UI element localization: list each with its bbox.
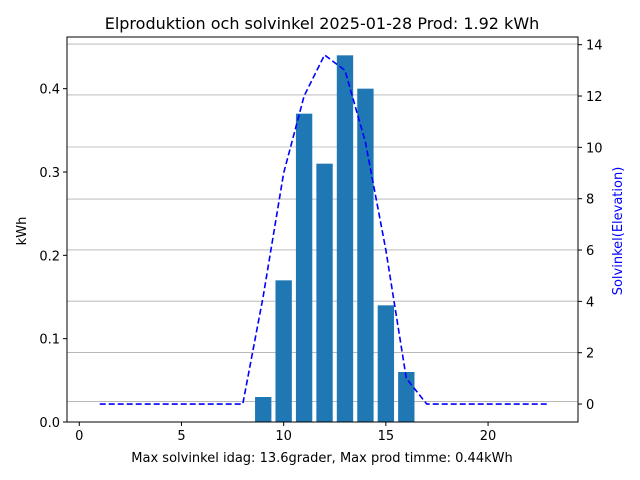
bar bbox=[336, 55, 354, 422]
y2-tick-label: 4 bbox=[586, 295, 594, 310]
bar bbox=[255, 397, 272, 422]
elevation-line bbox=[99, 53, 550, 405]
x-tick-label: 0 bbox=[75, 429, 83, 444]
y2-tick-label: 0 bbox=[586, 398, 594, 413]
y-tick-label: 0.4 bbox=[39, 83, 60, 98]
x-tick-label: 5 bbox=[177, 429, 185, 444]
chart-title: Elproduktion och solvinkel 2025-01-28 Pr… bbox=[105, 14, 540, 33]
bar bbox=[377, 305, 395, 422]
y-tick-label: 0.1 bbox=[39, 333, 60, 348]
x-axis-title: Max solvinkel idag: 13.6grader, Max prod… bbox=[131, 451, 512, 466]
y-axis: 0.0 0.1 0.2 0.3 0.4 bbox=[39, 83, 67, 431]
y2-tick-label: 8 bbox=[586, 193, 594, 208]
y-tick-label: 0.2 bbox=[39, 249, 60, 264]
y2-tick-label: 10 bbox=[586, 141, 603, 156]
bar bbox=[275, 280, 292, 422]
y2-tick-label: 14 bbox=[586, 39, 603, 54]
x-axis: 0 5 10 15 20 bbox=[75, 422, 496, 444]
bar bbox=[295, 113, 313, 423]
plot-frame bbox=[66, 36, 579, 423]
y2-axis: 0 2 4 6 8 10 12 14 bbox=[578, 39, 603, 413]
x-tick-label: 15 bbox=[378, 429, 395, 444]
y-axis-title: kWh bbox=[15, 217, 30, 246]
x-tick-label: 20 bbox=[480, 429, 497, 444]
x-tick-label: 10 bbox=[275, 429, 292, 444]
y-tick-label: 0.3 bbox=[39, 166, 60, 181]
bar bbox=[357, 88, 374, 423]
y2-tick-label: 2 bbox=[586, 347, 594, 362]
elevation-series-line bbox=[99, 53, 550, 405]
y-tick-label: 0.0 bbox=[39, 416, 60, 431]
bar bbox=[316, 163, 333, 422]
bar bbox=[398, 372, 415, 422]
y2-tick-label: 12 bbox=[586, 90, 603, 105]
y2-axis-title: Solvinkel(Elevation) bbox=[611, 167, 626, 296]
y2-tick-label: 6 bbox=[586, 244, 594, 259]
bars bbox=[255, 55, 415, 423]
